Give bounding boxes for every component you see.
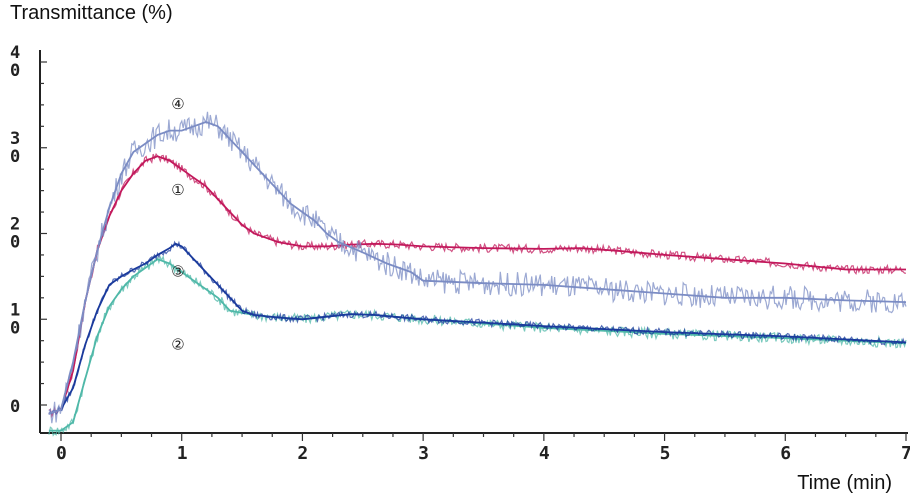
x-tick-label: 2 (297, 443, 308, 464)
x-axis-label: Time (min) (797, 472, 892, 494)
x-tick-label: 3 (418, 443, 429, 464)
x-tick-label: 7 (901, 443, 910, 464)
y-axis-label: Transmittance (%) (10, 2, 173, 24)
series-label-2: ② (171, 335, 184, 353)
x-tick-label: 1 (177, 443, 188, 464)
y-tick-label: 0 (10, 233, 20, 253)
series-line-3 (48, 242, 907, 415)
series-label-3: ③ (171, 262, 184, 280)
y-tick-label: 3 (10, 129, 20, 149)
y-tick-label: 0 (10, 147, 20, 167)
y-tick-label: 2 (10, 215, 20, 235)
series-raw-4 (48, 111, 907, 424)
y-tick-label: 1 (10, 300, 20, 320)
x-tick-label: 0 (56, 443, 67, 464)
series-line-1 (48, 155, 906, 415)
x-tick-label: 4 (539, 443, 550, 464)
y-tick-label: 0 (10, 397, 20, 417)
y-tick-label: 0 (10, 61, 20, 81)
x-tick-label: 6 (780, 443, 791, 464)
series-line-4 (48, 121, 907, 415)
y-tick-label: 4 (10, 43, 20, 63)
series-label-4: ④ (171, 95, 184, 113)
y-tick-label: 0 (10, 318, 20, 338)
x-tick-label: 5 (660, 443, 671, 464)
series-label-1: ① (171, 181, 184, 199)
